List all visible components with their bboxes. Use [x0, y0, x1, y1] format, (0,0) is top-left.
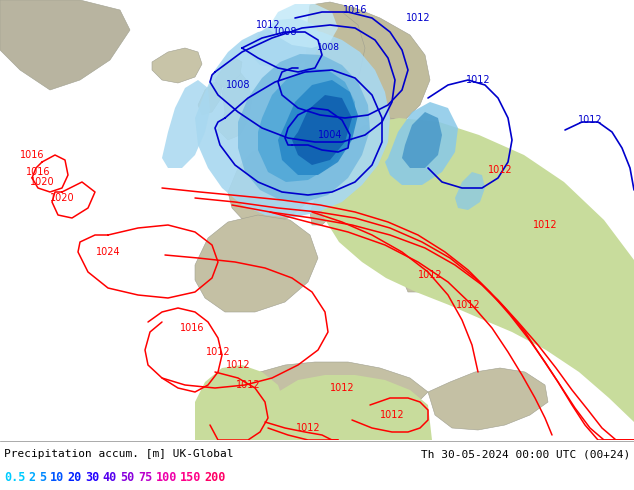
Text: 1012: 1012: [226, 360, 250, 370]
Text: Th 30-05-2024 00:00 UTC (00+24): Th 30-05-2024 00:00 UTC (00+24): [421, 449, 630, 459]
Text: 1016: 1016: [343, 5, 367, 15]
Text: 1012: 1012: [205, 347, 230, 357]
Text: 1004: 1004: [318, 130, 342, 140]
Polygon shape: [418, 155, 482, 212]
Text: 2: 2: [29, 470, 36, 484]
Text: 1008: 1008: [273, 27, 297, 37]
Polygon shape: [0, 0, 634, 440]
Text: 1012: 1012: [330, 383, 354, 393]
Text: 1012: 1012: [488, 165, 512, 175]
Polygon shape: [292, 95, 352, 165]
Text: 1012: 1012: [380, 410, 404, 420]
Text: 1016: 1016: [26, 167, 50, 177]
Polygon shape: [402, 112, 442, 168]
Text: 1012: 1012: [533, 220, 557, 230]
Polygon shape: [428, 368, 548, 430]
Text: 1012: 1012: [466, 75, 490, 85]
Text: Precipitation accum. [m] UK-Global: Precipitation accum. [m] UK-Global: [4, 449, 233, 459]
Polygon shape: [162, 80, 210, 168]
Text: 1024: 1024: [96, 247, 120, 257]
Text: 1008: 1008: [316, 44, 339, 52]
Text: 1008: 1008: [226, 80, 250, 90]
Polygon shape: [215, 58, 242, 88]
Text: 40: 40: [103, 470, 117, 484]
Polygon shape: [312, 142, 415, 208]
Polygon shape: [385, 102, 458, 185]
Polygon shape: [258, 362, 428, 415]
Polygon shape: [265, 375, 432, 440]
Polygon shape: [195, 28, 390, 218]
Polygon shape: [0, 0, 130, 90]
Polygon shape: [258, 68, 355, 182]
Text: 200: 200: [204, 470, 226, 484]
Text: 1012: 1012: [295, 423, 320, 433]
Polygon shape: [318, 105, 336, 132]
Polygon shape: [448, 222, 542, 272]
Polygon shape: [218, 72, 252, 140]
Text: 10: 10: [50, 470, 64, 484]
Polygon shape: [195, 215, 318, 312]
Text: 30: 30: [85, 470, 100, 484]
Text: 1012: 1012: [456, 300, 481, 310]
Polygon shape: [228, 145, 318, 225]
Polygon shape: [358, 118, 420, 168]
Text: 1012: 1012: [256, 20, 280, 30]
Polygon shape: [268, 4, 338, 48]
Polygon shape: [342, 8, 430, 128]
Polygon shape: [310, 158, 352, 225]
Text: 50: 50: [120, 470, 134, 484]
Polygon shape: [278, 80, 358, 175]
Text: 20: 20: [68, 470, 82, 484]
Polygon shape: [316, 118, 634, 440]
Text: 150: 150: [180, 470, 202, 484]
Text: 1020: 1020: [49, 193, 74, 203]
Text: 1012: 1012: [406, 13, 430, 23]
Text: 75: 75: [138, 470, 152, 484]
Text: 1012: 1012: [418, 270, 443, 280]
Text: 1012: 1012: [236, 380, 261, 390]
Polygon shape: [195, 365, 285, 440]
Polygon shape: [248, 18, 322, 68]
Polygon shape: [385, 225, 425, 268]
Text: 0.5: 0.5: [4, 470, 25, 484]
Text: 1020: 1020: [30, 177, 55, 187]
Polygon shape: [455, 172, 485, 210]
Polygon shape: [405, 278, 428, 292]
Polygon shape: [198, 82, 222, 115]
Polygon shape: [368, 178, 415, 235]
Polygon shape: [238, 54, 370, 202]
Text: 100: 100: [155, 470, 177, 484]
Text: 1012: 1012: [578, 115, 602, 125]
Polygon shape: [152, 48, 202, 83]
Text: 5: 5: [39, 470, 46, 484]
Polygon shape: [302, 2, 385, 115]
Text: 1016: 1016: [180, 323, 204, 333]
Text: 1016: 1016: [20, 150, 44, 160]
